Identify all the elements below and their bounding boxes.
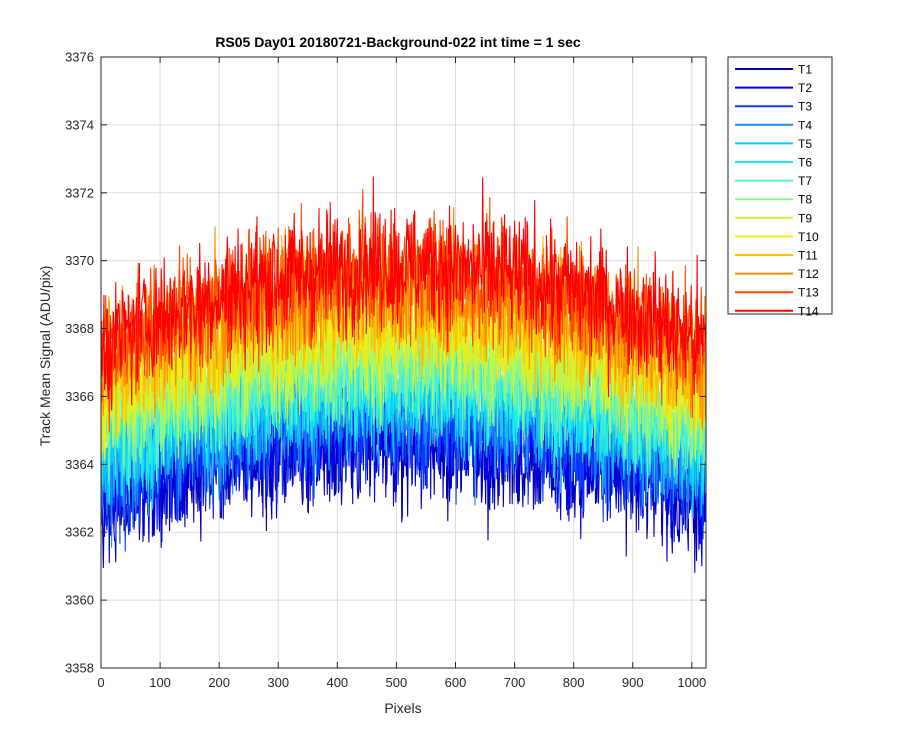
x-tick-label: 100	[149, 675, 171, 690]
y-tick-label: 3360	[65, 593, 94, 608]
x-tick-label: 300	[267, 675, 289, 690]
legend-label-t3: T3	[798, 100, 812, 114]
legend-label-t1: T1	[798, 63, 812, 77]
y-tick-label: 3372	[65, 185, 94, 200]
x-tick-label: 900	[622, 675, 644, 690]
legend-label-t12: T12	[798, 267, 819, 281]
chart-title: RS05 Day01 20180721-Background-022 int t…	[215, 34, 581, 50]
x-tick-label: 400	[326, 675, 348, 690]
legend-label-t13: T13	[798, 286, 819, 300]
x-tick-label: 600	[445, 675, 467, 690]
series-line-t14	[101, 176, 707, 411]
legend-label-t11: T11	[798, 249, 818, 263]
series-lines	[101, 176, 707, 574]
x-tick-label: 500	[386, 675, 408, 690]
y-tick-label: 3376	[65, 50, 94, 65]
y-tick-label: 3366	[65, 389, 94, 404]
x-tick-label: 800	[563, 675, 585, 690]
series-line-t4	[101, 316, 707, 548]
legend-label-t7: T7	[798, 174, 812, 188]
legend-box	[727, 56, 833, 315]
legend[interactable]: T1 T2 T3 T4 T5 T6 T7 T8 T9 T10 T11 T12 T13 T14	[727, 56, 833, 318]
y-tick-label: 3368	[65, 321, 94, 336]
legend-label-t10: T10	[798, 230, 819, 244]
y-axis-title: Track Mean Signal (ADU/pix)	[37, 266, 53, 447]
y-tick-label: 3370	[65, 253, 94, 268]
y-tick-label: 3374	[65, 117, 94, 132]
x-tick-label: 0	[97, 675, 104, 690]
y-tick-label: 3358	[65, 661, 94, 676]
plot-frame	[100, 56, 707, 669]
axis-ticks: 0 100 200 300 400 500 600 700 800 900 1000 3358 3360…	[65, 50, 706, 691]
legend-label-t6: T6	[798, 156, 812, 170]
x-tick-label: 700	[504, 675, 526, 690]
x-axis-title: Pixels	[384, 700, 421, 716]
y-tick-label: 3362	[65, 525, 94, 540]
x-tick-label: 200	[208, 675, 230, 690]
legend-label-t5: T5	[798, 137, 812, 151]
legend-label-t8: T8	[798, 193, 812, 207]
y-tick-label: 3364	[65, 457, 94, 472]
legend-label-t9: T9	[798, 211, 812, 225]
legend-label-t4: T4	[798, 118, 812, 132]
legend-label-t2: T2	[798, 81, 812, 95]
legend-label-t14: T14	[798, 304, 819, 318]
x-tick-label: 1000	[677, 675, 706, 690]
